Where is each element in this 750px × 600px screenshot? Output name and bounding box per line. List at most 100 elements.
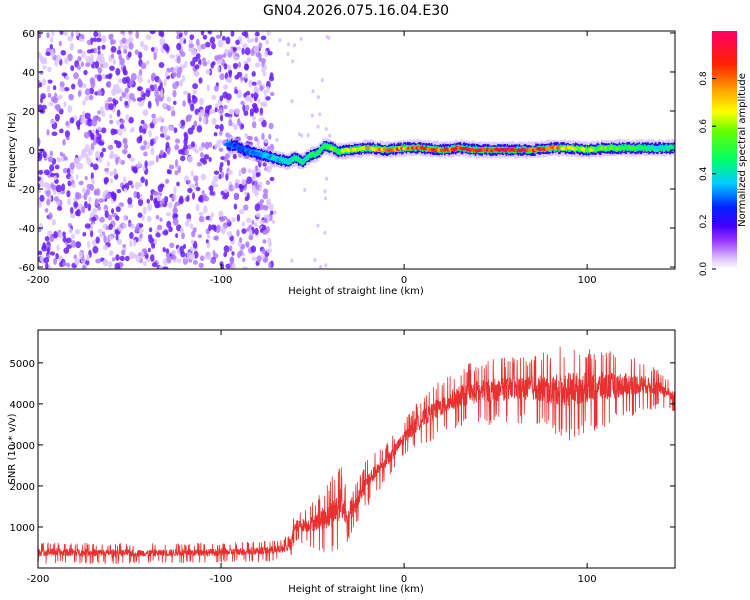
- noise-cell: [238, 237, 243, 243]
- noise-cell: [144, 160, 148, 169]
- noise-cell: [189, 247, 196, 252]
- noise-cell: [263, 188, 269, 195]
- spectrogram-panel: -200 -100 0 100 60 40 20 0 -20 -40 -60 Height of s…: [7, 29, 676, 297]
- noise-cell: [39, 82, 43, 88]
- y-tick-label: 3000: [10, 441, 35, 452]
- noise-cell: [231, 216, 236, 223]
- noise-cell: [172, 89, 177, 98]
- snr-panel: -200 -100 0 100 5000 4000 3000 2000 1000 Height …: [7, 329, 676, 595]
- noise-cell: [73, 72, 79, 80]
- noise-cell: [127, 222, 132, 228]
- y-tick-label: -40: [19, 224, 35, 235]
- signal-core: [475, 145, 478, 152]
- noise-cell: [174, 138, 181, 144]
- noise-cell: [325, 176, 328, 181]
- noise-cell: [140, 176, 145, 183]
- noise-cell: [226, 159, 231, 166]
- noise-cell: [254, 203, 260, 212]
- noise-cell: [266, 86, 270, 94]
- noise-cell: [209, 191, 215, 196]
- noise-cell: [39, 194, 45, 202]
- noise-cell: [225, 78, 231, 83]
- noise-cell: [170, 255, 177, 260]
- noise-cell: [62, 167, 69, 174]
- noise-cell: [97, 157, 103, 163]
- noise-cell: [80, 33, 85, 40]
- noise-cell: [180, 155, 186, 162]
- noise-cell: [101, 44, 106, 50]
- noise-cell: [45, 51, 51, 56]
- noise-cell: [151, 113, 156, 119]
- noise-cell: [62, 231, 66, 237]
- noise-cell: [197, 112, 203, 117]
- noise-cell: [40, 56, 46, 65]
- noise-cell: [66, 262, 71, 268]
- noise-cell: [120, 31, 125, 35]
- noise-cell: [240, 123, 245, 129]
- noise-cell: [250, 48, 255, 57]
- noise-cell: [156, 98, 159, 107]
- noise-cell: [193, 175, 199, 182]
- noise-cell: [117, 238, 122, 245]
- noise-cell: [98, 198, 105, 203]
- noise-cell: [101, 147, 106, 153]
- noise-cell: [60, 50, 67, 56]
- noise-cell: [66, 190, 71, 198]
- noise-cell: [67, 167, 71, 175]
- noise-cell: [127, 51, 132, 58]
- noise-cell: [85, 62, 91, 68]
- noise-cell: [38, 250, 43, 256]
- noise-cell: [202, 60, 208, 67]
- noise-cell: [195, 203, 200, 212]
- noise-cell: [138, 228, 145, 233]
- noise-cell: [237, 251, 241, 259]
- noise-cell: [83, 69, 88, 76]
- noise-cell: [232, 153, 237, 160]
- noise-cell: [197, 234, 202, 239]
- noise-cell: [91, 129, 96, 134]
- noise-cell: [166, 147, 171, 155]
- noise-cell: [78, 180, 84, 186]
- noise-cell: [225, 93, 232, 101]
- noise-cell: [250, 245, 257, 253]
- noise-cell: [143, 140, 147, 146]
- noise-cell: [108, 260, 113, 268]
- noise-cell: [200, 31, 205, 36]
- noise-cell: [87, 240, 91, 248]
- noise-cell: [92, 37, 97, 42]
- noise-cell: [77, 56, 82, 62]
- figure-title: GN04.2026.075.16.04.E30: [263, 3, 449, 19]
- noise-cell: [53, 231, 58, 239]
- noise-cell: [112, 194, 117, 202]
- noise-cell: [86, 157, 92, 166]
- signal-core: [549, 146, 551, 153]
- snr-xlabel: Height of straight line (km): [288, 584, 424, 595]
- x-tick-label: 0: [401, 275, 407, 286]
- noise-cell: [155, 215, 160, 220]
- noise-cell: [83, 131, 90, 139]
- noise-cell: [151, 75, 155, 82]
- noise-cell: [246, 217, 252, 223]
- noise-cell: [101, 35, 107, 44]
- noise-cell: [251, 220, 255, 225]
- noise-cell: [241, 178, 247, 186]
- noise-cell: [176, 181, 180, 187]
- noise-cell: [118, 53, 123, 61]
- noise-cell: [153, 117, 159, 124]
- noise-cell: [86, 39, 91, 46]
- noise-cell: [198, 146, 204, 152]
- noise-cell: [262, 71, 267, 77]
- noise-cell: [55, 184, 62, 193]
- noise-cell: [264, 138, 269, 144]
- noise-cell: [63, 87, 70, 92]
- noise-cell: [70, 65, 75, 72]
- noise-cell: [219, 123, 224, 132]
- noise-cell: [215, 225, 221, 234]
- noise-cell: [169, 54, 176, 59]
- noise-cell: [190, 239, 195, 244]
- noise-cell: [187, 179, 191, 185]
- noise-cell: [222, 195, 228, 200]
- y-tick-label: -20: [19, 185, 35, 196]
- noise-cell: [179, 227, 184, 235]
- noise-cell: [102, 191, 107, 200]
